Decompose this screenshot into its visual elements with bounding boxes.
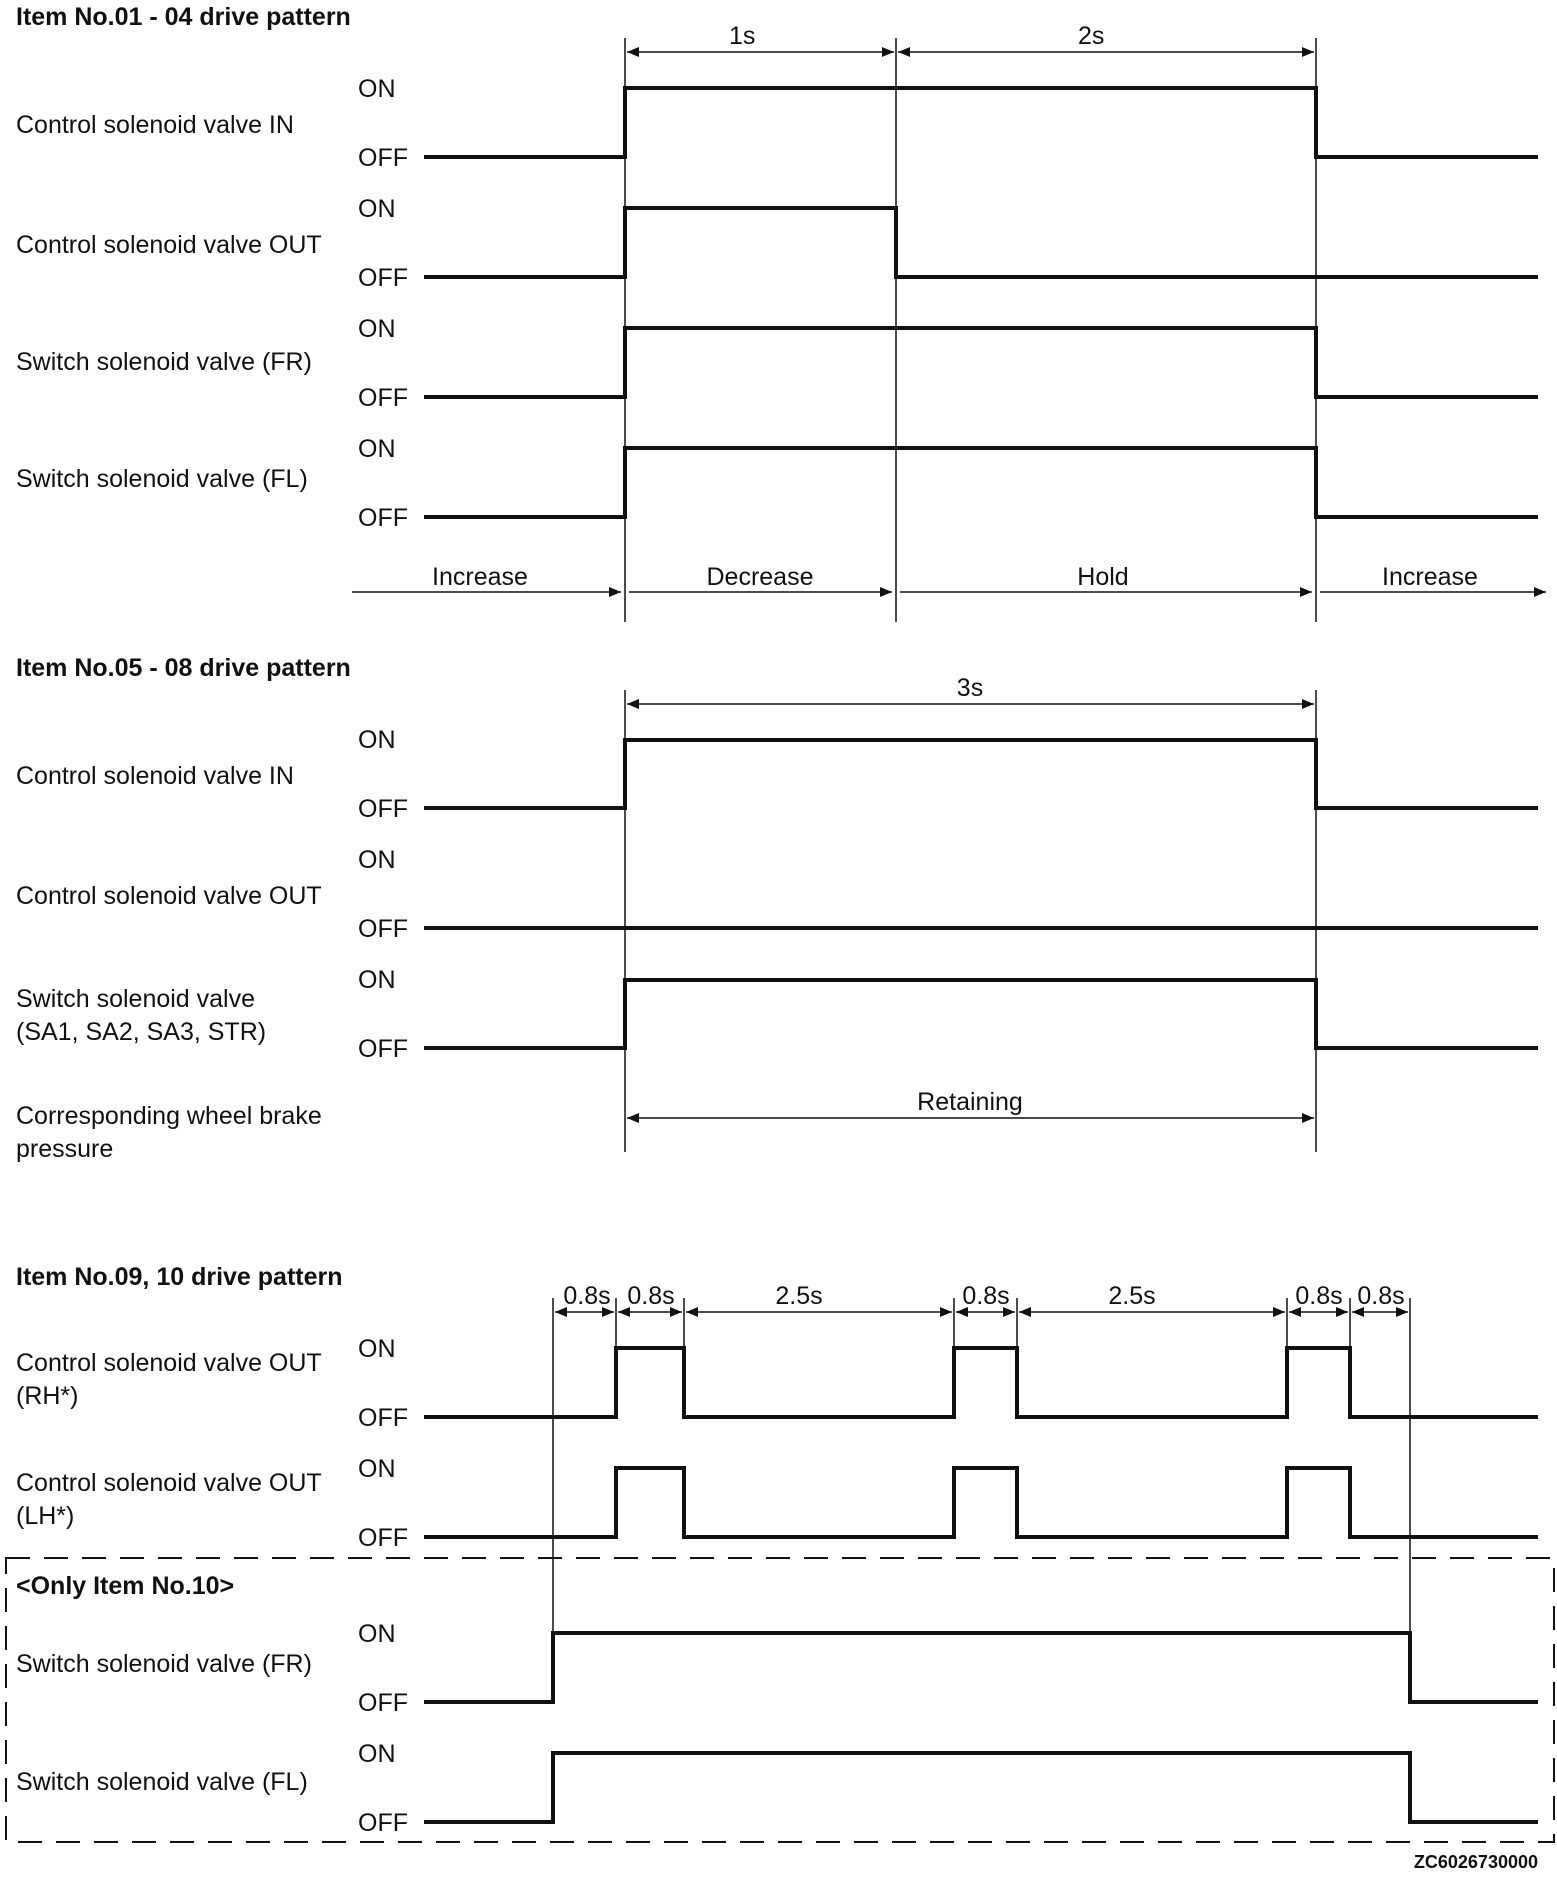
signal-label-control-out-rh: Control solenoid valve OUT [16,1349,322,1377]
signal-label-switch-sa: Switch solenoid valve [16,985,255,1013]
section3-title: Item No.09, 10 drive pattern [16,1263,343,1291]
signal-label-switch-fl: Switch solenoid valve (FL) [16,1768,308,1796]
signal-label-control-out-rh-line2: (RH*) [16,1382,79,1410]
waveform-control-in [424,738,1538,810]
duration-label: 0.8s [1295,1282,1342,1310]
waveform-control-out [424,206,1538,279]
section-item-05-08: Item No.05 - 08 drive pattern 3s Control… [16,654,1538,1163]
phase-label-hold: Hold [1077,563,1128,591]
section-item-09-10: Item No.09, 10 drive pattern 0.8s 0.8s 2… [5,1263,1555,1843]
signal-label-control-out: Control solenoid valve OUT [16,882,322,910]
duration-label: 0.8s [1357,1282,1404,1310]
waveform-switch-fr [424,1631,1538,1704]
off-label: OFF [358,504,408,532]
off-label: OFF [358,144,408,172]
on-label: ON [358,75,396,103]
waveform-switch-sa [424,978,1538,1050]
off-label: OFF [358,1689,408,1717]
waveform-control-out-rh [424,1346,1538,1419]
signal-label-control-out: Control solenoid valve OUT [16,231,322,259]
phase-label-decrease: Decrease [707,563,814,591]
on-label: ON [358,966,396,994]
dashed-box-border [5,1557,1555,1843]
signal-label-control-in: Control solenoid valve IN [16,111,294,139]
on-label: ON [358,1620,396,1648]
signal-label-switch-fr: Switch solenoid valve (FR) [16,1650,312,1678]
waveform-control-in [424,86,1538,159]
off-label: OFF [358,795,408,823]
pressure-label-line2: pressure [16,1135,113,1163]
waveform-switch-fl [424,1751,1538,1824]
waveform-control-out-lh [424,1466,1538,1539]
on-label: ON [358,315,396,343]
figure-code: ZC6026730000 [1414,1852,1538,1872]
off-label: OFF [358,264,408,292]
on-label: ON [358,1455,396,1483]
duration-label-2s: 2s [1078,22,1104,50]
off-label: OFF [358,1809,408,1837]
retaining-label: Retaining [917,1088,1023,1116]
duration-label-3s: 3s [957,674,983,702]
off-label: OFF [358,1035,408,1063]
on-label: ON [358,1740,396,1768]
off-label: OFF [358,1404,408,1432]
on-label: ON [358,1335,396,1363]
signal-label-control-in: Control solenoid valve IN [16,762,294,790]
waveform-switch-fr [424,326,1538,399]
duration-label: 0.8s [962,1282,1009,1310]
signal-label-control-out-lh: Control solenoid valve OUT [16,1469,322,1497]
off-label: OFF [358,384,408,412]
on-label: ON [358,435,396,463]
only-item-10-box: <Only Item No.10> Switch solenoid valve … [5,1557,1555,1843]
signal-label-switch-fl: Switch solenoid valve (FL) [16,465,308,493]
phase-label-increase: Increase [432,563,528,591]
section2-title: Item No.05 - 08 drive pattern [16,654,351,682]
on-label: ON [358,195,396,223]
off-label: OFF [358,1524,408,1552]
section-item-01-04: Item No.01 - 04 drive pattern 1s 2s Cont… [16,3,1546,622]
signal-label-control-out-lh-line2: (LH*) [16,1502,74,1530]
off-label: OFF [358,915,408,943]
pressure-label: Corresponding wheel brake [16,1102,322,1130]
signal-label-switch-sa-line2: (SA1, SA2, SA3, STR) [16,1018,266,1046]
on-label: ON [358,846,396,874]
duration-label: 2.5s [775,1282,822,1310]
on-label: ON [358,726,396,754]
duration-label: 2.5s [1108,1282,1155,1310]
duration-label-1s: 1s [729,22,755,50]
signal-label-switch-fr: Switch solenoid valve (FR) [16,348,312,376]
duration-label: 0.8s [563,1282,610,1310]
waveform-switch-fl [424,446,1538,519]
phase-label-increase-2: Increase [1382,563,1478,591]
duration-label: 0.8s [627,1282,674,1310]
section1-title: Item No.01 - 04 drive pattern [16,3,351,31]
dashed-box-title: <Only Item No.10> [16,1572,234,1600]
